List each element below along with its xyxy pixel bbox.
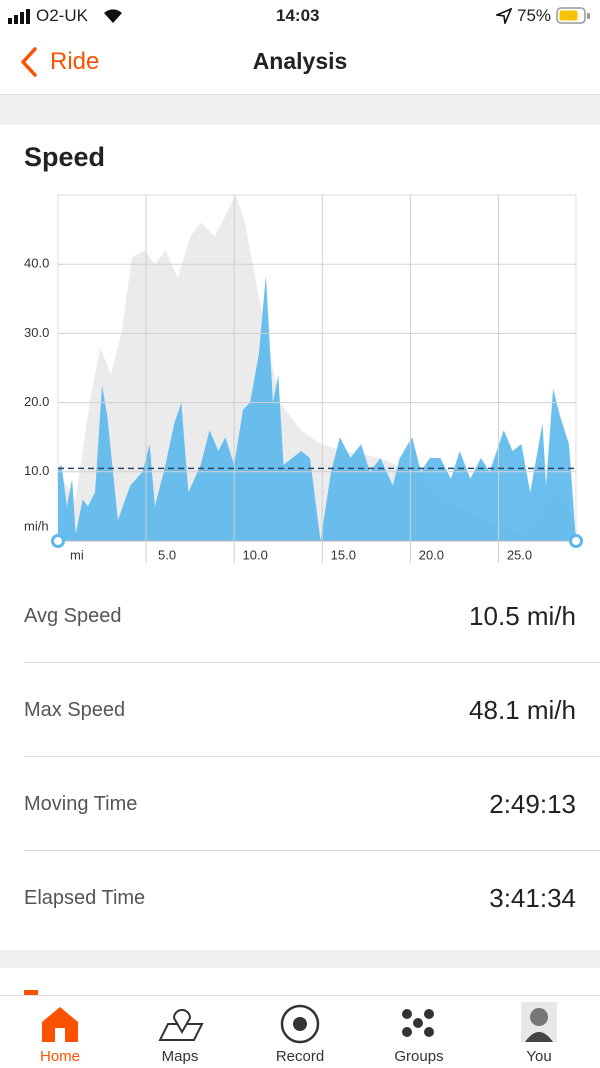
stat-label: Elapsed Time: [24, 887, 146, 909]
back-button[interactable]: Ride: [50, 48, 100, 75]
stat-value: 48.1 mi/h: [469, 695, 576, 725]
chart-title: Speed: [24, 142, 105, 172]
separator-band: [0, 950, 600, 968]
tab-home[interactable]: Home: [10, 996, 110, 1068]
next-section-icon: [24, 990, 38, 996]
back-chevron[interactable]: [18, 46, 40, 78]
x-unit: mi: [70, 547, 84, 562]
range-handle: [569, 534, 583, 548]
tab-label: Record: [275, 1048, 325, 1065]
tab-label: You: [526, 1048, 552, 1065]
divider: [24, 756, 600, 757]
status-bar: O2-UK 14:03 75%: [0, 0, 600, 36]
x-tick-label: 20.0: [419, 547, 444, 562]
stat-label: Moving Time: [24, 793, 138, 815]
y-unit: mi/h: [24, 518, 49, 533]
maps-icon: [158, 1009, 204, 1041]
y-tick-label: 40.0: [24, 256, 49, 271]
y-tick-label: 30.0: [24, 325, 49, 340]
clock: 14:03: [276, 6, 320, 25]
tab-label: Maps: [161, 1048, 199, 1065]
battery-percent: 75%: [517, 6, 552, 25]
avatar: [521, 1002, 557, 1042]
stat-row: Elapsed Time 3:41:34: [0, 852, 600, 945]
stat-row: Avg Speed 10.5 mi/h: [0, 570, 600, 663]
stat-value: 2:49:13: [489, 789, 576, 819]
speed-area: [58, 275, 576, 541]
stat-value: 10.5 mi/h: [469, 601, 576, 631]
wifi-icon: [104, 9, 122, 23]
tab-label: Home: [39, 1048, 80, 1065]
y-tick-label: 10.0: [24, 463, 49, 478]
tab-bar: Home Maps Record Groups You: [0, 995, 600, 1068]
groups-icon: [402, 1009, 434, 1037]
carrier: O2-UK: [36, 6, 88, 25]
stat-row: Moving Time 2:49:13: [0, 758, 600, 851]
signal-icon: [8, 9, 30, 24]
divider: [24, 662, 600, 663]
x-tick-label: 15.0: [331, 547, 356, 562]
speed-chart: Speed 10.0 20.0 30.0 40.0 5.0 10.0 15.0 20.0 25.…: [24, 142, 583, 563]
tab-record[interactable]: Record: [250, 996, 350, 1068]
home-icon: [42, 1007, 78, 1042]
record-icon: [280, 1004, 320, 1044]
x-tick-label: 5.0: [158, 547, 176, 562]
nav-bar: Ride Analysis: [0, 36, 600, 95]
tab-maps[interactable]: Maps: [130, 996, 230, 1068]
tab-you[interactable]: You: [489, 996, 589, 1068]
x-tick-label: 10.0: [243, 547, 268, 562]
tab-groups[interactable]: Groups: [369, 996, 469, 1068]
nav-title: Analysis: [252, 48, 348, 74]
divider: [24, 850, 600, 851]
background-area: [58, 195, 576, 541]
stat-label: Avg Speed: [24, 605, 122, 627]
location-icon: [496, 8, 512, 24]
battery-icon: [556, 7, 590, 24]
stat-row: Max Speed 48.1 mi/h: [0, 664, 600, 757]
stat-value: 3:41:34: [489, 883, 576, 913]
x-tick-label: 25.0: [507, 547, 532, 562]
separator-band: [0, 95, 600, 125]
stat-label: Max Speed: [24, 699, 126, 721]
tab-label: Groups: [394, 1048, 444, 1065]
range-handle: [51, 534, 65, 548]
y-tick-label: 20.0: [24, 394, 49, 409]
